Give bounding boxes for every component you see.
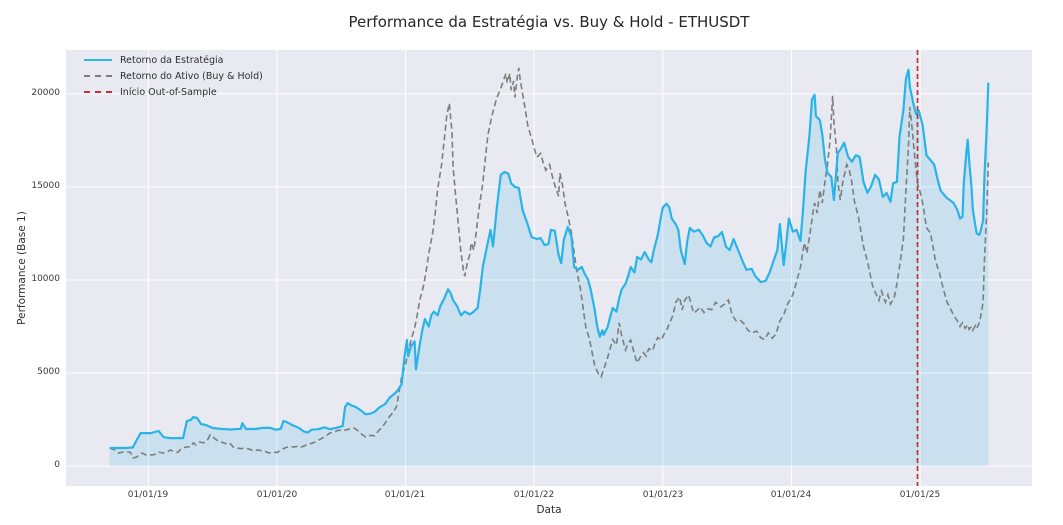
legend-label-asset: Retorno do Ativo (Buy & Hold)	[120, 70, 263, 82]
y-tick-label: 10000	[31, 274, 60, 284]
x-axis-label: Data	[536, 504, 562, 516]
strategy-line-sample-icon	[84, 59, 112, 61]
legend-item-strategy: Retorno da Estratégia	[84, 52, 263, 68]
x-tick-label: 01/01/25	[899, 490, 941, 500]
oos-line-sample-icon	[84, 91, 112, 93]
y-tick-label: 0	[54, 460, 60, 470]
strategy-area-fill	[109, 69, 989, 466]
plot-canvas	[66, 50, 1032, 486]
x-tick-label: 01/01/22	[513, 490, 555, 500]
strategy-series-line	[109, 68, 990, 450]
legend: Retorno da Estratégia Retorno do Ativo (…	[84, 52, 263, 100]
x-tick-label: 01/01/21	[384, 490, 426, 500]
plot-area	[66, 50, 1032, 486]
x-tick-label: 01/01/24	[770, 490, 812, 500]
y-axis-label: Performance (Base 1)	[16, 211, 28, 325]
legend-label-oos: Início Out-of-Sample	[120, 86, 217, 98]
legend-item-asset: Retorno do Ativo (Buy & Hold)	[84, 68, 263, 84]
legend-label-strategy: Retorno da Estratégia	[120, 54, 224, 66]
y-tick-label: 20000	[31, 88, 60, 98]
y-tick-label: 5000	[37, 367, 60, 377]
y-tick-label: 15000	[31, 181, 60, 191]
legend-item-oos: Início Out-of-Sample	[84, 84, 263, 100]
x-tick-label: 01/01/19	[127, 490, 169, 500]
asset-line-sample-icon	[84, 75, 112, 77]
chart-title: Performance da Estratégia vs. Buy & Hold…	[348, 13, 750, 31]
x-tick-label: 01/01/23	[642, 490, 684, 500]
x-tick-label: 01/01/20	[256, 490, 298, 500]
